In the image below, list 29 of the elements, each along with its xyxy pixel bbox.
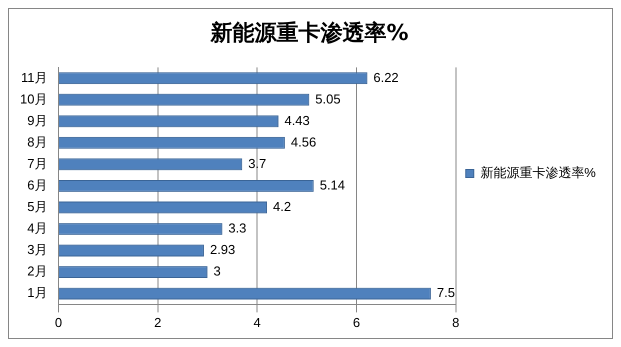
- y-tick-label: 2月: [27, 264, 48, 279]
- y-tick-label: 11月: [20, 70, 48, 85]
- data-label: 5.05: [315, 91, 341, 106]
- data-label: 3.3: [228, 220, 246, 236]
- y-tick-label: 9月: [27, 112, 48, 128]
- data-label: 2.93: [210, 242, 236, 258]
- legend-label: 新能源重卡渗透率%: [480, 165, 596, 180]
- x-tick-label: 6: [352, 314, 360, 330]
- data-label: 3.7: [248, 156, 266, 171]
- chart-title: 新能源重卡渗透率%: [209, 20, 409, 46]
- y-tick-label: 7月: [27, 156, 48, 171]
- y-tick-label: 3月: [27, 242, 48, 258]
- y-tick-label: 5月: [27, 199, 48, 214]
- data-label: 4.2: [273, 199, 292, 214]
- y-tick-label: 10月: [20, 91, 48, 106]
- data-label: 6.22: [373, 70, 399, 85]
- y-tick-label: 8月: [27, 134, 48, 150]
- data-label: 3: [213, 264, 221, 279]
- x-tick-label: 8: [452, 314, 460, 330]
- data-label: 4.56: [290, 134, 316, 150]
- data-label: 4.43: [284, 112, 310, 128]
- data-label: 7.5: [436, 285, 455, 300]
- y-tick-label: 4月: [27, 220, 48, 236]
- y-tick-label: 6月: [27, 177, 48, 192]
- y-tick-label: 1月: [27, 285, 48, 300]
- x-tick-label: 4: [253, 314, 261, 330]
- x-tick-label: 2: [154, 314, 162, 330]
- x-tick-label: 0: [54, 314, 62, 330]
- data-label: 5.14: [320, 177, 346, 192]
